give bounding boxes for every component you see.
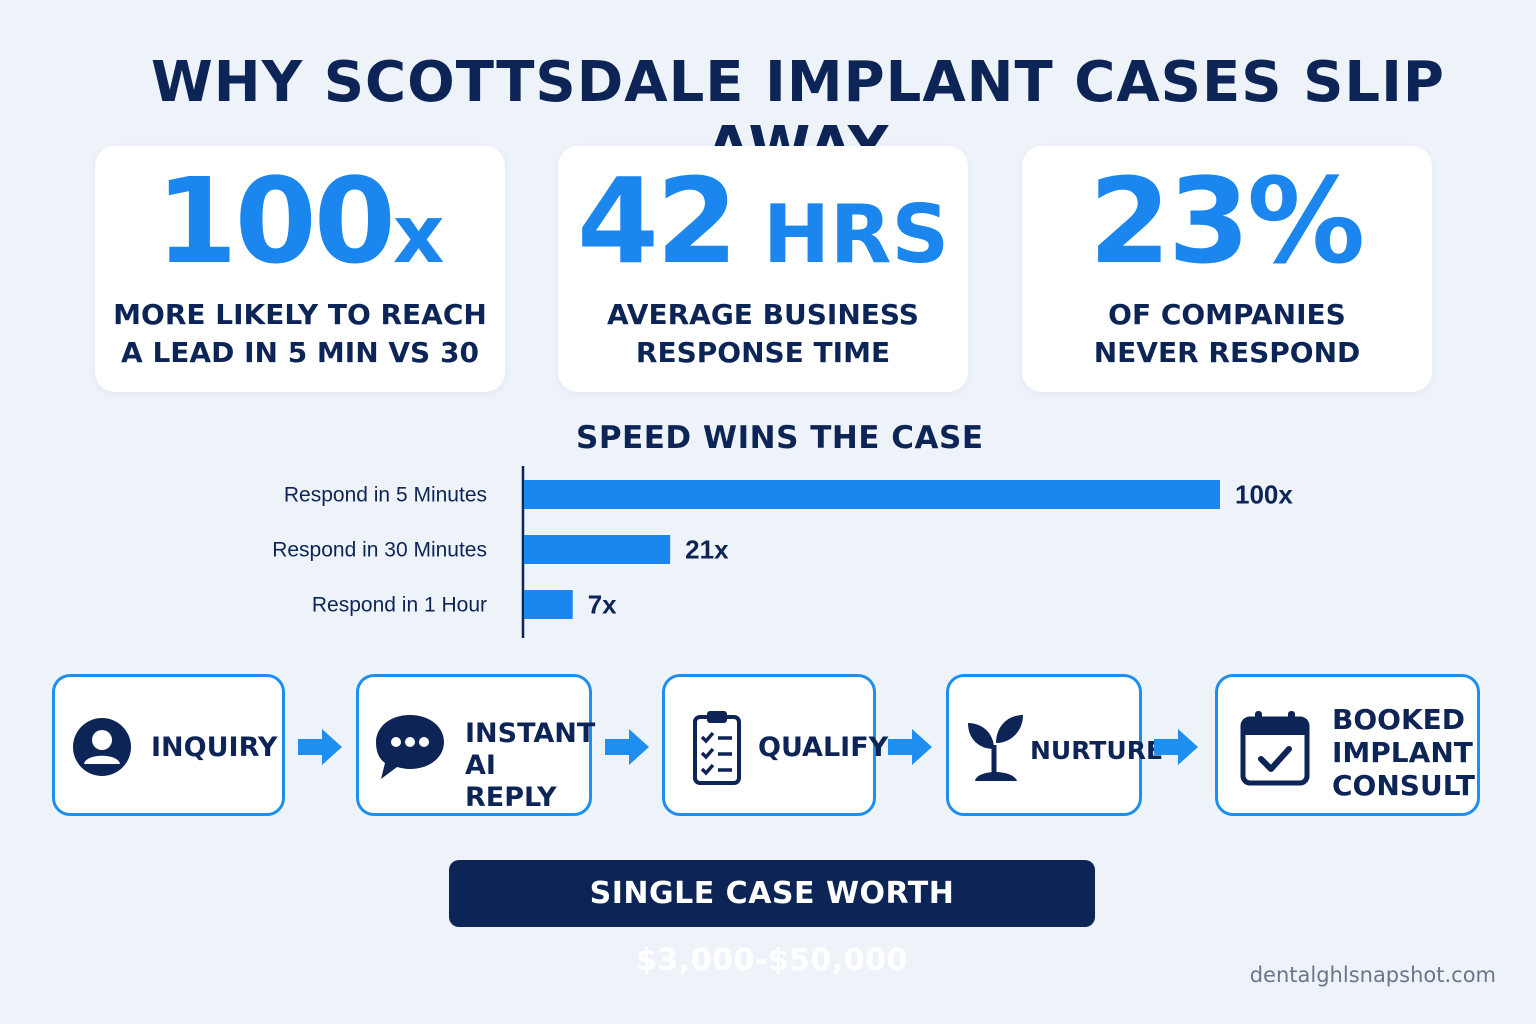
sprout-icon: [968, 715, 1023, 781]
source-credit: dentalghlsnapshot.com: [1249, 963, 1496, 987]
chart-title: SPEED WINS THE CASE: [576, 420, 984, 456]
stat-unit: HRS: [735, 188, 950, 281]
category-label: Respond in 1 Hour: [312, 594, 487, 617]
arrow-right-icon: [888, 729, 932, 765]
bar-chart: Respond in 5 Minutes 100x Respond in 30 Mi…: [272, 466, 1293, 638]
calendar-check-icon: [1240, 711, 1310, 786]
stat-value: 42 HRS: [558, 159, 968, 284]
flow-step-qualify: QUALIFY: [662, 674, 888, 816]
stat-number: 23: [1088, 152, 1250, 290]
stat-card-never-respond: 23% OF COMPANIES NEVER RESPOND: [1022, 146, 1432, 392]
flow-step-label: INSTANT AI REPLY: [465, 718, 596, 813]
case-value-banner: SINGLE CASE WORTH $3,000-$50,000: [449, 860, 1095, 978]
arrow-right-icon: [298, 729, 342, 765]
flow-step-instant-ai-reply: INSTANT AI REPLY: [356, 674, 596, 816]
clipboard-checklist-icon: [693, 711, 741, 785]
user-icon: [73, 718, 131, 776]
data-label: 21x: [685, 535, 729, 565]
flow-step-inquiry: INQUIRY: [52, 674, 285, 816]
stat-card-reach-rate: 100x MORE LIKELY TO REACH A LEAD IN 5 MI…: [95, 146, 505, 392]
category-label: Respond in 30 Minutes: [272, 539, 487, 562]
stat-label: AVERAGE BUSINESS RESPONSE TIME: [607, 298, 919, 369]
arrow-right-icon: [605, 729, 649, 765]
stat-number: 42: [576, 152, 738, 290]
bar: [524, 590, 573, 619]
stat-unit: x: [392, 188, 445, 281]
flow-step-nurture: NURTURE: [946, 674, 1163, 816]
bar: [524, 535, 671, 564]
stat-unit: %: [1246, 152, 1366, 290]
stat-label: MORE LIKELY TO REACH A LEAD IN 5 MIN VS …: [113, 298, 487, 369]
stat-card-response-time: 42 HRS AVERAGE BUSINESS RESPONSE TIME: [558, 146, 968, 392]
flow-step-label: BOOKED IMPLANT CONSULT: [1332, 703, 1475, 802]
flow-step-label: NURTURE: [1030, 736, 1164, 765]
category-label: Respond in 5 Minutes: [284, 484, 487, 507]
stat-value: 23%: [1022, 159, 1432, 284]
flow-step-label: QUALIFY: [758, 732, 889, 763]
stat-label: OF COMPANIES NEVER RESPOND: [1093, 298, 1361, 369]
flow-step-booked-implant-consult: BOOKED IMPLANT CONSULT: [1215, 674, 1480, 816]
chat-bubble-icon: [376, 715, 444, 779]
flow-step-label: INQUIRY: [151, 732, 278, 763]
stat-number: 100: [155, 152, 396, 290]
arrow-right-icon: [1154, 729, 1198, 765]
data-label: 7x: [588, 590, 617, 620]
data-label: 100x: [1235, 480, 1293, 510]
stat-value: 100x: [95, 159, 505, 284]
bar: [524, 480, 1220, 509]
